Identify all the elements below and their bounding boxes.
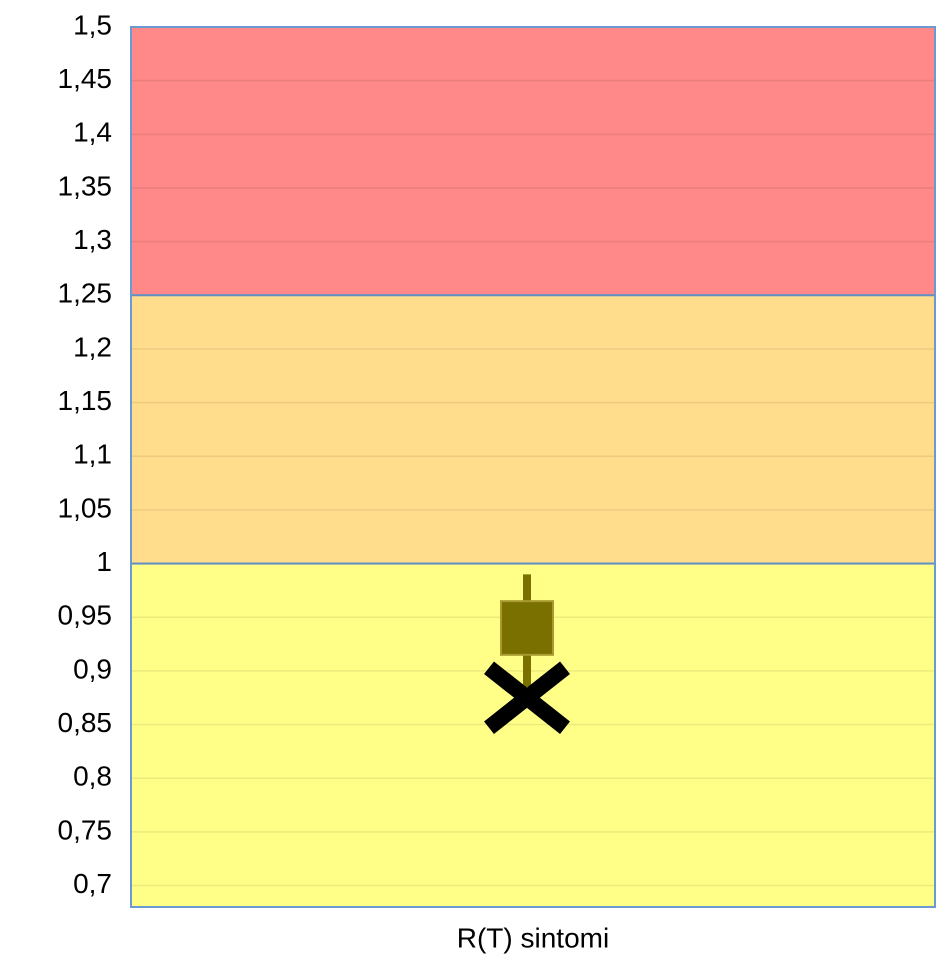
- y-tick-label: 0,7: [73, 868, 112, 899]
- y-tick-label: 1,3: [73, 224, 112, 255]
- y-tick-label: 1,25: [58, 278, 113, 309]
- band: [130, 294, 936, 565]
- plot-border: [130, 26, 936, 908]
- band: [130, 26, 936, 297]
- y-tick-label: 1: [96, 546, 112, 577]
- y-tick-label: 1,1: [73, 439, 112, 470]
- y-tick-label: 1,2: [73, 331, 112, 362]
- y-tick-label: 0,95: [58, 600, 113, 631]
- y-tick-label: 1,15: [58, 385, 113, 416]
- y-tick-label: 1,5: [73, 9, 112, 40]
- y-tick-label: 0,8: [73, 761, 112, 792]
- y-tick-label: 1,35: [58, 170, 113, 201]
- box: [500, 600, 554, 656]
- y-tick-label: 0,85: [58, 707, 113, 738]
- y-tick-label: 1,45: [58, 63, 113, 94]
- y-tick-label: 1,4: [73, 117, 112, 148]
- y-tick-label: 0,75: [58, 814, 113, 845]
- y-tick-label: 1,05: [58, 492, 113, 523]
- y-tick-label: 0,9: [73, 653, 112, 684]
- mean-marker: [484, 661, 570, 735]
- x-tick-label: R(T) sintomi: [457, 922, 609, 953]
